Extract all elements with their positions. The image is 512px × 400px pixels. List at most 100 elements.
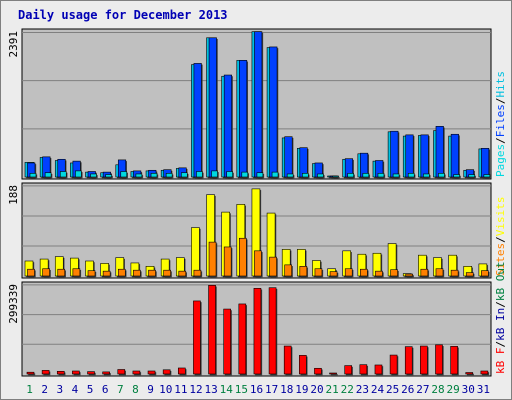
- x-tick-label: 3: [57, 383, 64, 396]
- bar-kb-f-21: [329, 372, 337, 375]
- bar-pages-13: [211, 170, 218, 178]
- bar-pages-11: [180, 172, 188, 178]
- bar-pages-31: [483, 174, 491, 178]
- bar-kb-f-31: [480, 370, 489, 375]
- bar-kb-f-6: [102, 371, 110, 375]
- bar-sites-8: [133, 269, 141, 277]
- x-tick-label: 21: [326, 383, 339, 396]
- x-tick-label: 10: [159, 383, 172, 396]
- bar-pages-18: [286, 173, 294, 178]
- bar-kb-f-9: [147, 370, 156, 375]
- bar-pages-19: [302, 173, 309, 178]
- bar-kb-f-23: [359, 364, 368, 375]
- bar-kb-f-14: [223, 308, 231, 375]
- bar-kb-f-26: [404, 346, 413, 375]
- bar-sites-18: [284, 264, 292, 277]
- bar-pages-28: [438, 173, 445, 178]
- bar-files-28: [435, 126, 444, 178]
- right-axis-label-part: kB Out: [494, 261, 507, 301]
- bar-sites-15: [239, 237, 247, 277]
- right-axis-label-part: /: [494, 236, 507, 243]
- bar-pages-25: [392, 173, 400, 178]
- right-axis-label-part: Files: [494, 104, 507, 137]
- bar-kb-f-8: [132, 370, 141, 375]
- right-axis-label-part: /: [494, 301, 507, 308]
- x-tick-label: 5: [87, 383, 94, 396]
- bar-kb-f-4: [72, 370, 80, 375]
- bar-kb-f-11: [177, 367, 186, 375]
- x-tick-label: 19: [295, 383, 308, 396]
- bar-pages-9: [150, 173, 158, 178]
- bar-pages-10: [165, 173, 173, 178]
- bar-sites-29: [450, 269, 459, 277]
- right-axis-label-part: Pages: [494, 144, 507, 177]
- bar-kb-f-12: [193, 300, 201, 375]
- bar-sites-11: [178, 270, 187, 277]
- x-tick-label: 16: [250, 383, 263, 396]
- x-tick-label: 28: [431, 383, 444, 396]
- right-axis-label-part: /: [494, 137, 507, 144]
- bar-kb-f-7: [117, 369, 126, 375]
- bar-visits-12: [191, 227, 200, 277]
- bar-sites-5: [87, 270, 96, 277]
- bar-pages-22: [347, 173, 355, 178]
- x-tick-label: 11: [174, 383, 187, 396]
- bar-sites-23: [360, 268, 368, 277]
- bar-sites-25: [390, 269, 398, 277]
- x-tick-label: 8: [132, 383, 139, 396]
- bar-sites-6: [102, 270, 111, 277]
- bar-pages-23: [362, 173, 370, 178]
- panel-sites-visits: 188 Sites/Visits: [7, 182, 507, 279]
- x-tick-label: 20: [310, 383, 323, 396]
- bar-kb-f-18: [283, 345, 292, 375]
- bar-sites-17: [269, 256, 277, 277]
- bar-kb-f-2: [41, 370, 50, 375]
- bar-pages-7: [120, 171, 128, 178]
- x-tick-label: 2: [41, 383, 48, 396]
- bar-kb-f-20: [314, 367, 322, 375]
- bar-pages-21: [332, 175, 339, 178]
- bar-pages-3: [59, 171, 67, 178]
- x-tick-label: 31: [477, 383, 490, 396]
- bar-sites-26: [405, 273, 414, 277]
- bar-pages-8: [135, 173, 143, 178]
- bar-kb-f-29: [450, 346, 458, 375]
- x-tick-label: 26: [401, 383, 414, 396]
- bar-sites-7: [117, 268, 126, 277]
- bar-shadow: [330, 374, 338, 376]
- bar-files-14: [223, 74, 232, 178]
- x-tick-label: 14: [220, 383, 234, 396]
- right-axis-label-part: /: [494, 341, 507, 348]
- bar-sites-3: [57, 268, 66, 277]
- right-axis-label: kB F/kB In/kB Out: [494, 261, 507, 374]
- x-tick-label: 25: [386, 383, 399, 396]
- bar-files-15: [239, 60, 248, 178]
- right-axis-label-part: Hits: [494, 71, 507, 98]
- bar-pages-1: [29, 173, 37, 178]
- bar-pages-30: [468, 174, 476, 178]
- bar-pages-15: [241, 171, 249, 178]
- right-axis-label-part: Sites: [494, 243, 507, 276]
- bar-pages-20: [317, 173, 324, 178]
- bar-files-16: [254, 31, 263, 178]
- bar-pages-4: [75, 170, 82, 178]
- x-tick-label: 15: [235, 383, 248, 396]
- bar-files-13: [208, 37, 217, 178]
- bar-kb-f-16: [253, 288, 262, 375]
- bar-files-25: [390, 130, 399, 178]
- bar-kb-f-17: [268, 287, 277, 375]
- bar-kb-f-3: [56, 370, 65, 375]
- bar-sites-28: [435, 268, 444, 277]
- bar-pages-14: [226, 171, 233, 178]
- bar-pages-6: [105, 174, 112, 178]
- bar-pages-29: [453, 174, 460, 178]
- bar-pages-26: [407, 173, 415, 178]
- bar-files-26: [405, 134, 414, 178]
- bar-kb-f-15: [238, 303, 247, 375]
- x-tick-label: 22: [341, 383, 354, 396]
- right-axis-label-part: /: [494, 98, 507, 105]
- x-tick-label: 18: [280, 383, 293, 396]
- x-tick-label: 7: [117, 383, 124, 396]
